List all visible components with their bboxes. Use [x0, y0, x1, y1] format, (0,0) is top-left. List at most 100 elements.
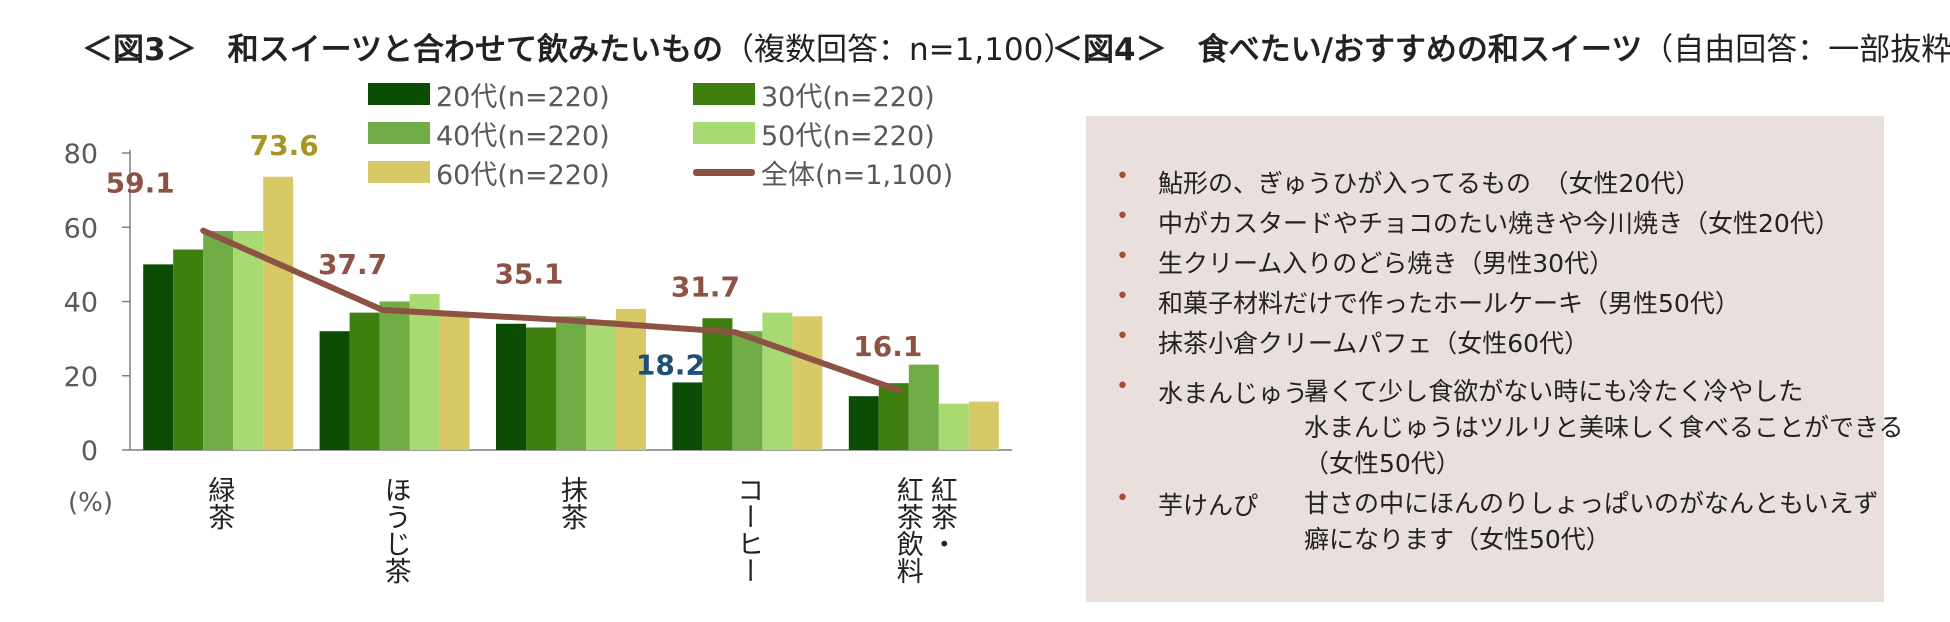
x-category-label: コーヒー [730, 476, 764, 584]
legend-label-20s: 20代(n=220) [436, 81, 610, 113]
bar [173, 249, 204, 450]
quote-item: • 芋けんぴ 甘さの中にほんのりしょっぱいのがなんともいえず 癖になります（女性… [1116, 486, 1879, 558]
y-tick-label: 20 [64, 362, 98, 393]
bar [233, 230, 264, 450]
bar [702, 318, 733, 450]
bar-line-chart: 0 20 40 60 80 73.6 59.1 37.7 35.1 18.2 31.7 16.1 [64, 129, 1012, 467]
data-label: 37.7 [318, 248, 387, 281]
bullet-icon: • [1116, 324, 1129, 349]
x-category-label: 抹茶 [554, 476, 588, 530]
figure4-title: ＜図4＞ 食べたい/おすすめの和スイーツ（自由回答：一部抜粋） [1052, 24, 1950, 69]
data-label: 16.1 [853, 330, 922, 363]
legend-label-30s: 30代(n=220) [761, 81, 935, 113]
list-item-text: 中がカスタードやチョコのたい焼きや今川焼き（女性20代） [1158, 209, 1840, 238]
legend-item-20s: 20代(n=220) [368, 76, 610, 113]
legend-swatch-60s [368, 161, 430, 183]
legend-swatch-20s [368, 83, 430, 105]
quote-line: 暑くて少し食欲がない時にも冷たく冷やした [1304, 377, 1804, 406]
bullet-icon: • [1116, 374, 1129, 399]
x-category-label-column: 緑茶 [203, 476, 235, 530]
bullet-icon: • [1116, 244, 1129, 269]
legend-label-60s: 60代(n=220) [436, 159, 610, 191]
bullet-icon: • [1116, 486, 1129, 511]
y-tick-label: 40 [64, 288, 98, 319]
bullet-icon: • [1116, 204, 1129, 229]
list-item-text: 生クリーム入りのどら焼き（男性30代） [1158, 249, 1615, 278]
free-answer-panel: • 鮎形の、ぎゅうひが入ってるもの （女性20代） • 中がカスタードやチョコの… [1086, 116, 1904, 602]
list-item: • 中がカスタードやチョコのたい焼きや今川焼き（女性20代） [1116, 204, 1840, 240]
bar [556, 316, 586, 450]
bar [878, 383, 909, 450]
bar [732, 331, 763, 450]
data-label: 35.1 [494, 258, 563, 291]
legend-label-overall: 全体(n=1,100) [761, 159, 954, 191]
x-category-label: 緑茶 [201, 476, 235, 530]
bar [938, 403, 969, 450]
legend-swatch-50s [693, 122, 755, 144]
legend-item-40s: 40代(n=220) [368, 115, 610, 152]
x-category-label-column: 抹茶 [556, 476, 587, 530]
list-item-text: 鮎形の、ぎゅうひが入ってるもの （女性20代） [1158, 169, 1701, 198]
bar [409, 294, 440, 450]
bar [526, 327, 556, 450]
y-tick-label: 80 [64, 139, 98, 170]
legend-label-40s: 40代(n=220) [436, 120, 610, 152]
bar [496, 323, 526, 450]
list-item-text: 抹茶小倉クリームパフェ（女性60代） [1158, 329, 1590, 358]
bar [908, 364, 939, 450]
bar [143, 264, 174, 450]
bar [762, 312, 793, 450]
figure3-title-sub: （複数回答：n=1,100） [722, 32, 1075, 68]
quote-term: 芋けんぴ [1158, 491, 1259, 520]
list-item-text: 和菓子材料だけで作ったホールケーキ（男性50代） [1158, 289, 1740, 318]
quote-term: 水まんじゅう [1158, 379, 1309, 408]
legend-line-overall [693, 168, 755, 176]
data-label: 18.2 [636, 348, 705, 381]
figure4-title-sub: （自由回答：一部抜粋） [1642, 32, 1950, 68]
quote-line: 甘さの中にほんのりしょっぱいのがなんともいえず [1304, 489, 1879, 518]
bar [203, 230, 234, 450]
bar [586, 320, 616, 450]
data-label: 73.6 [250, 129, 319, 162]
list-item: • 鮎形の、ぎゅうひが入ってるもの （女性20代） [1116, 164, 1700, 200]
legend-swatch-30s [693, 83, 755, 105]
x-category-label: 紅茶・ 紅茶飲料 [890, 476, 958, 584]
bullet-icon: • [1116, 164, 1129, 189]
bar [379, 301, 410, 450]
quote-body: 暑くて少し食欲がない時にも冷たく冷やした 水まんじゅうはツルリと美味しく食べるこ… [1304, 374, 1904, 482]
bar [616, 308, 646, 450]
quote-line: （女性50代） [1304, 449, 1461, 478]
quote-line: 水まんじゅうはツルリと美味しく食べることができる [1304, 413, 1904, 442]
quote-item: • 水まんじゅう 暑くて少し食欲がない時にも冷たく冷やした 水まんじゅうはツルリ… [1116, 374, 1904, 482]
data-label: 59.1 [106, 167, 175, 200]
x-category-label-column: 紅茶飲料 [891, 476, 923, 584]
y-axis-unit: (%) [68, 488, 113, 518]
bullet-icon: • [1116, 284, 1129, 309]
figure3-title: ＜図3＞ 和スイーツと合わせて飲みたいもの（複数回答：n=1,100） [82, 24, 1074, 69]
bar [439, 312, 470, 450]
list-item: • 生クリーム入りのどら焼き（男性30代） [1116, 244, 1614, 280]
x-category-label: ほうじ茶 [378, 476, 412, 584]
bar [263, 176, 294, 450]
bar [319, 331, 350, 450]
y-tick-label: 60 [64, 213, 98, 244]
legend-item-30s: 30代(n=220) [693, 76, 935, 113]
legend-label-50s: 50代(n=220) [761, 120, 935, 152]
bar [349, 312, 380, 450]
legend-item-overall: 全体(n=1,100) [693, 154, 954, 191]
x-category-label-column: 紅茶・ [925, 476, 957, 557]
list-item: • 抹茶小倉クリームパフェ（女性60代） [1116, 324, 1589, 360]
bar [792, 316, 823, 450]
data-label: 31.7 [671, 270, 740, 303]
quote-line: 癖になります（女性50代） [1304, 525, 1611, 554]
bar [848, 396, 879, 450]
list-item: • 和菓子材料だけで作ったホールケーキ（男性50代） [1116, 284, 1740, 320]
legend-swatch-40s [368, 122, 430, 144]
x-category-label-column: ほうじ茶 [379, 476, 411, 584]
legend-item-50s: 50代(n=220) [693, 115, 935, 152]
figure4-title-main: ＜図4＞ 食べたい/おすすめの和スイーツ [1052, 32, 1643, 68]
legend-item-60s: 60代(n=220) [368, 154, 610, 191]
y-tick-label: 0 [81, 436, 98, 467]
bar [968, 401, 999, 450]
x-category-label-column: コーヒー [732, 476, 764, 584]
